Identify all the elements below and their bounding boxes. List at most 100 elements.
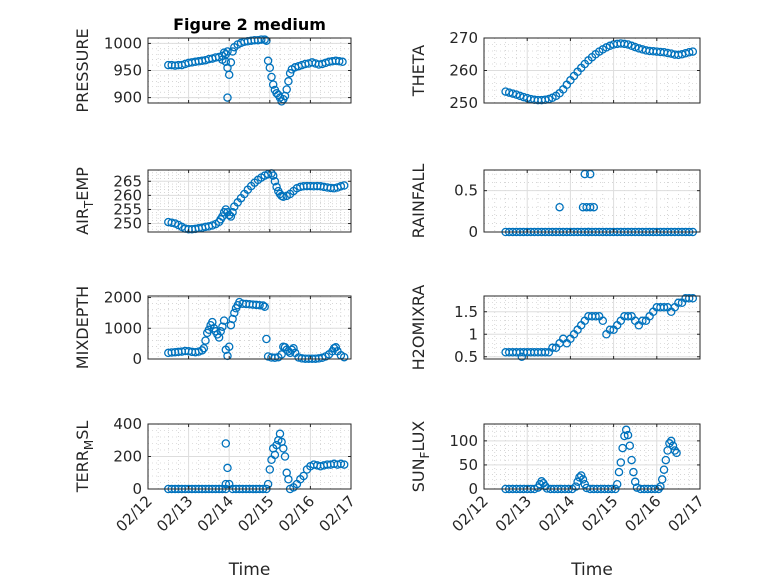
- data-point: [674, 298, 683, 308]
- axes-frame: [147, 169, 352, 233]
- data-point: [585, 202, 595, 212]
- data-point: [688, 294, 698, 303]
- y-tick-label: 950: [113, 62, 142, 80]
- data-point: [263, 479, 273, 489]
- data-point: [257, 35, 266, 44]
- data-point: [614, 467, 624, 477]
- data-point: [270, 450, 280, 460]
- data-point: [223, 47, 232, 56]
- data-point: [576, 471, 586, 480]
- data-point: [260, 302, 269, 312]
- data-point: [284, 475, 293, 484]
- data-point: [508, 89, 518, 98]
- data-point: [659, 303, 669, 312]
- data-point: [280, 452, 290, 461]
- y-axis-label: MIXDEPTH: [73, 286, 92, 369]
- data-point: [657, 475, 667, 484]
- data-point: [338, 57, 347, 67]
- data-point: [289, 343, 298, 353]
- data-point: [272, 182, 281, 192]
- data-point: [277, 350, 286, 359]
- y-tick-label: 0.5: [454, 348, 478, 366]
- data-point: [265, 63, 275, 73]
- data-point: [224, 342, 234, 351]
- data-point: [627, 41, 636, 51]
- subplot-5: 0 1000 2000 MIXDEPTH: [73, 286, 352, 369]
- data-point: [555, 202, 564, 212]
- subplot-2: 250 260 270 THETA: [409, 29, 701, 112]
- data-point: [670, 446, 680, 455]
- y-tick-label: 250: [113, 215, 142, 233]
- y-tick-label: 260: [449, 62, 478, 80]
- data-point: [270, 177, 280, 186]
- data-point: [616, 458, 626, 467]
- y-tick-label: 260: [113, 186, 142, 204]
- data-point: [621, 425, 631, 435]
- plot-area: [483, 169, 701, 233]
- data-point: [284, 77, 293, 86]
- y-tick-label: 1.5: [454, 303, 478, 321]
- y-axis-label: RAINFALL: [409, 164, 428, 239]
- data-point: [684, 48, 694, 57]
- data-point: [230, 308, 239, 318]
- data-point: [199, 343, 209, 353]
- data-point: [666, 436, 676, 446]
- x-axis-label: Time: [570, 560, 613, 580]
- data-point: [223, 93, 232, 102]
- data-point: [279, 444, 288, 453]
- data-point: [226, 212, 236, 221]
- data-point: [224, 70, 234, 80]
- data-point: [339, 460, 349, 469]
- data-point: [275, 429, 285, 439]
- y-tick-label: 2000: [104, 289, 142, 307]
- data-point: [625, 441, 635, 450]
- y-tick-label: 0: [468, 480, 478, 498]
- data-point: [268, 171, 278, 180]
- plot-area: [147, 169, 352, 233]
- data-point: [258, 301, 268, 310]
- y-tick-label: 900: [113, 89, 142, 107]
- y-tick-label: 1: [468, 325, 478, 343]
- data-point: [221, 57, 231, 67]
- y-axis-label: PRESSURE: [73, 28, 92, 112]
- data-point: [623, 40, 633, 49]
- data-point: [659, 465, 669, 474]
- subplot-6: 0.5 1 1.5 H2OMIXRA: [409, 285, 701, 371]
- y-axis-label: TERRMSL: [73, 421, 96, 494]
- data-point: [216, 327, 225, 336]
- data-point: [339, 352, 349, 362]
- y-tick-label: 400: [113, 415, 142, 433]
- data-point: [223, 463, 232, 473]
- data-point: [684, 294, 694, 303]
- data-point: [339, 181, 349, 190]
- y-tick-label: 265: [113, 172, 142, 190]
- data-point: [219, 316, 229, 325]
- y-tick-label: 270: [449, 29, 478, 47]
- data-point: [623, 312, 633, 321]
- axes-frame: [483, 169, 701, 233]
- data-point: [605, 325, 615, 335]
- data-point: [638, 316, 647, 326]
- data-point: [260, 35, 269, 44]
- data-point: [630, 477, 640, 487]
- data-point: [578, 475, 588, 484]
- y-axis-label: H2OMIXRA: [409, 285, 428, 371]
- data-point: [336, 459, 346, 469]
- data-point: [623, 430, 633, 440]
- data-point: [573, 477, 582, 487]
- data-point: [201, 336, 210, 345]
- data-point: [672, 448, 681, 458]
- data-point: [661, 455, 671, 465]
- axes-frame: [483, 295, 701, 360]
- y-tick-label: 1000: [104, 34, 142, 52]
- y-axis-label: SUNFLUX: [409, 421, 432, 493]
- data-point: [263, 169, 273, 179]
- y-tick-label: 0: [468, 223, 478, 241]
- y-tick-label: 250: [449, 94, 478, 112]
- data-point: [589, 202, 599, 212]
- axes-frame: [147, 295, 352, 360]
- y-tick-label: 0.5: [454, 182, 478, 200]
- data-point: [255, 300, 264, 310]
- data-point: [299, 471, 308, 481]
